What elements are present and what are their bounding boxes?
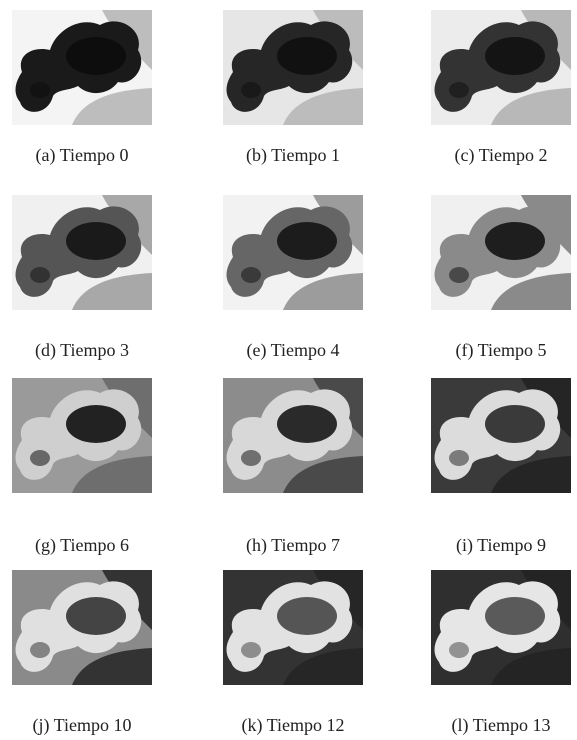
caption: (a) Tiempo 0 — [2, 145, 162, 166]
panel-image — [12, 10, 152, 125]
image-blob-core — [277, 37, 337, 75]
image-blob-core — [30, 267, 50, 283]
panel: (j) Tiempo 10 — [2, 570, 162, 685]
caption: (j) Tiempo 10 — [2, 715, 162, 736]
caption: (d) Tiempo 3 — [2, 340, 162, 361]
image-blob-core — [277, 405, 337, 443]
image-blob-core — [485, 222, 545, 260]
image-blob-core — [449, 82, 469, 98]
figure: (a) Tiempo 0 (b) Tiempo 1 (c) Tiempo 2 (d) … — [0, 0, 577, 740]
panel-image — [223, 195, 363, 310]
image-blob-core — [241, 267, 261, 283]
panel-image — [431, 378, 571, 493]
panel-image — [223, 10, 363, 125]
panel-image — [431, 10, 571, 125]
image-blob-core — [66, 37, 126, 75]
panel: (d) Tiempo 3 — [2, 195, 162, 310]
panel-image — [223, 378, 363, 493]
image-blob-core — [449, 450, 469, 466]
panel-image — [431, 195, 571, 310]
panel: (h) Tiempo 7 — [213, 378, 373, 493]
panel: (c) Tiempo 2 — [421, 10, 577, 125]
caption: (e) Tiempo 4 — [213, 340, 373, 361]
image-blob-core — [66, 597, 126, 635]
image-blob-core — [241, 450, 261, 466]
image-blob-core — [30, 82, 50, 98]
panel: (k) Tiempo 12 — [213, 570, 373, 685]
image-blob-core — [485, 405, 545, 443]
panel: (a) Tiempo 0 — [2, 10, 162, 125]
panel-image — [12, 378, 152, 493]
image-blob-core — [30, 642, 50, 658]
panel-image — [431, 570, 571, 685]
image-blob-core — [277, 222, 337, 260]
panel: (i) Tiempo 9 — [421, 378, 577, 493]
image-blob-core — [30, 450, 50, 466]
panel: (b) Tiempo 1 — [213, 10, 373, 125]
image-blob-core — [485, 37, 545, 75]
panel: (g) Tiempo 6 — [2, 378, 162, 493]
panel-image — [223, 570, 363, 685]
panel-image — [12, 570, 152, 685]
panel-image — [12, 195, 152, 310]
caption: (b) Tiempo 1 — [213, 145, 373, 166]
image-blob-core — [241, 82, 261, 98]
caption: (l) Tiempo 13 — [421, 715, 577, 736]
image-blob-core — [277, 597, 337, 635]
caption: (g) Tiempo 6 — [2, 535, 162, 556]
panel: (f) Tiempo 5 — [421, 195, 577, 310]
image-blob-core — [485, 597, 545, 635]
caption: (k) Tiempo 12 — [213, 715, 373, 736]
image-blob-core — [66, 405, 126, 443]
panel: (e) Tiempo 4 — [213, 195, 373, 310]
caption: (h) Tiempo 7 — [213, 535, 373, 556]
image-blob-core — [66, 222, 126, 260]
panel: (l) Tiempo 13 — [421, 570, 577, 685]
image-blob-core — [241, 642, 261, 658]
caption: (c) Tiempo 2 — [421, 145, 577, 166]
caption: (f) Tiempo 5 — [421, 340, 577, 361]
image-blob-core — [449, 267, 469, 283]
caption: (i) Tiempo 9 — [421, 535, 577, 556]
image-blob-core — [449, 642, 469, 658]
